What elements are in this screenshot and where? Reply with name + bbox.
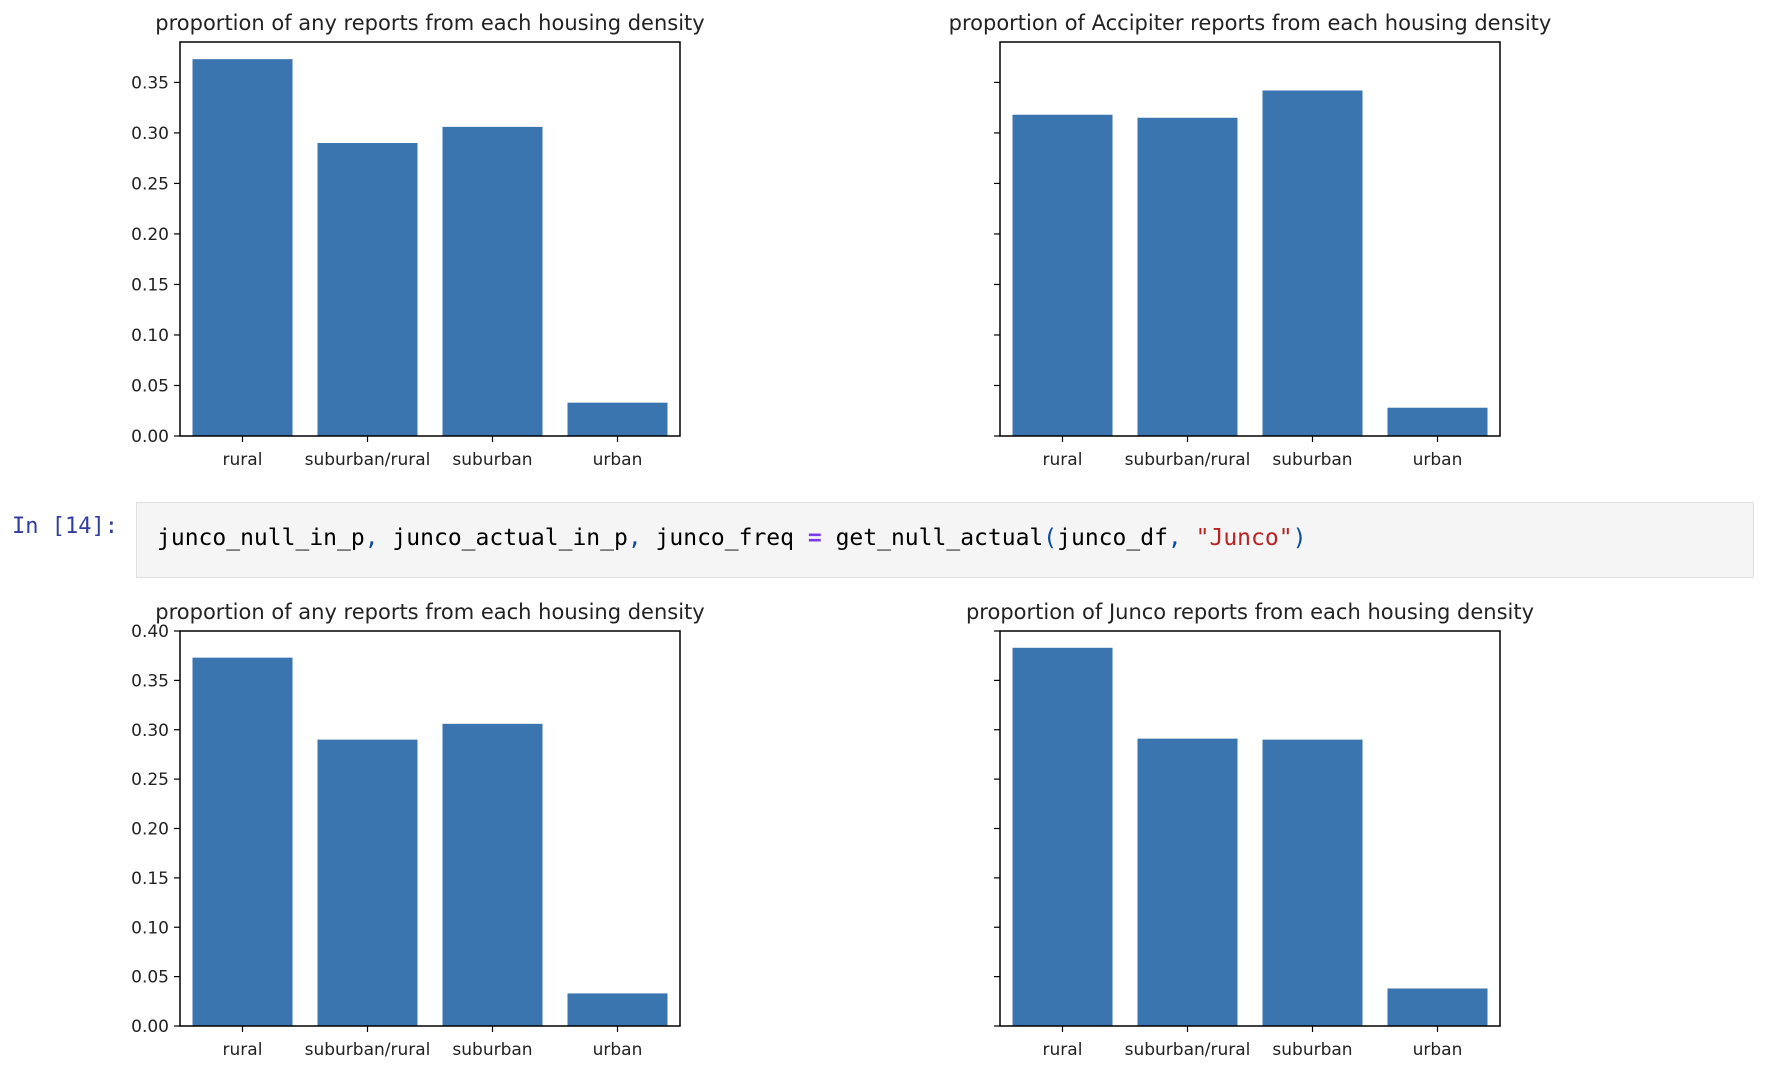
bar-chart-3: proportion of any reports from each hous… — [131, 600, 705, 1060]
x-tick-label: suburban — [452, 1040, 532, 1060]
output-plots-bottom: proportion of any reports from each hous… — [131, 600, 1534, 1060]
y-tick-label: 0.05 — [131, 968, 169, 988]
code-token: junco_actual_in_p — [378, 525, 628, 551]
code-token: , — [627, 525, 642, 551]
x-tick-label: suburban/rural — [305, 1040, 431, 1060]
y-tick-label: 0.25 — [131, 770, 169, 790]
bar-rural — [192, 59, 293, 437]
bar-rural — [192, 657, 293, 1026]
y-tick-label: 0.20 — [131, 225, 169, 245]
bar-suburban-rural — [1137, 738, 1238, 1026]
y-tick-label: 0.35 — [131, 73, 169, 93]
code-token: junco_freq — [641, 525, 808, 551]
x-tick-label: urban — [1413, 1040, 1463, 1060]
bar-suburban — [1262, 90, 1363, 436]
chart-title: proportion of Junco reports from each ho… — [966, 600, 1534, 624]
bar-suburban-rural — [317, 739, 418, 1026]
y-tick-label: 0.30 — [131, 721, 169, 741]
x-tick-label: suburban — [1272, 450, 1352, 470]
bar-suburban — [442, 723, 543, 1026]
code-line[interactable]: junco_null_in_p, junco_actual_in_p, junc… — [157, 525, 1306, 551]
x-tick-label: suburban — [1272, 1040, 1352, 1060]
bar-urban — [1387, 988, 1488, 1026]
y-tick-label: 0.10 — [131, 918, 169, 938]
chart-title: proportion of any reports from each hous… — [155, 600, 704, 624]
code-token: , — [1167, 525, 1182, 551]
bar-suburban — [442, 126, 543, 436]
code-token — [1182, 525, 1196, 551]
output-plots-top: proportion of any reports from each hous… — [131, 11, 1552, 470]
code-token: junco_null_in_p — [157, 525, 365, 551]
y-tick-label: 0.20 — [131, 820, 169, 840]
code-token: , — [364, 525, 379, 551]
y-tick-label: 0.15 — [131, 275, 169, 295]
x-tick-label: urban — [593, 450, 643, 470]
bar-rural — [1012, 114, 1113, 436]
code-editor[interactable]: junco_null_in_p, junco_actual_in_p, junc… — [136, 502, 1754, 578]
y-tick-label: 0.25 — [131, 174, 169, 194]
x-tick-label: suburban — [452, 450, 532, 470]
plot-frame — [179, 41, 681, 437]
bar-urban — [567, 993, 668, 1026]
code-token: get_null_actual — [821, 525, 1044, 551]
y-tick-label: 0.30 — [131, 124, 169, 144]
y-tick-label: 0.15 — [131, 869, 169, 889]
code-token: = — [807, 525, 822, 551]
bar-suburban-rural — [1137, 117, 1238, 437]
chart-title: proportion of Accipiter reports from eac… — [949, 11, 1552, 35]
y-tick-label: 0.05 — [131, 376, 169, 396]
cell-prompt: In [14]: — [12, 514, 118, 539]
bar-chart-1: proportion of any reports from each hous… — [131, 11, 705, 470]
x-tick-label: rural — [1043, 450, 1083, 470]
x-tick-label: rural — [1043, 1040, 1083, 1060]
x-tick-label: suburban/rural — [1125, 1040, 1251, 1060]
y-tick-label: 0.40 — [131, 622, 169, 642]
x-tick-label: suburban/rural — [1125, 450, 1251, 470]
x-tick-label: urban — [1413, 450, 1463, 470]
code-token: "Junco" — [1195, 525, 1293, 551]
plot-frame — [999, 41, 1501, 437]
bar-urban — [567, 402, 668, 436]
bar-urban — [1387, 407, 1488, 436]
code-cell[interactable]: In [14]: junco_null_in_p, junco_actual_i… — [0, 0, 1774, 578]
chart-title: proportion of any reports from each hous… — [155, 11, 704, 35]
y-tick-label: 0.00 — [131, 1017, 169, 1037]
y-tick-label: 0.00 — [131, 427, 169, 447]
code-token: junco_df — [1057, 525, 1168, 551]
y-tick-label: 0.10 — [131, 326, 169, 346]
x-tick-label: urban — [593, 1040, 643, 1060]
bar-chart-4: proportion of Junco reports from each ho… — [966, 600, 1534, 1060]
x-tick-label: rural — [223, 450, 263, 470]
bar-chart-2: proportion of Accipiter reports from eac… — [949, 11, 1552, 470]
x-tick-label: suburban/rural — [305, 450, 431, 470]
bar-suburban-rural — [317, 143, 418, 436]
code-token: ) — [1292, 525, 1307, 551]
x-tick-label: rural — [223, 1040, 263, 1060]
bar-rural — [1012, 647, 1113, 1026]
y-tick-label: 0.35 — [131, 671, 169, 691]
bar-suburban — [1262, 739, 1363, 1026]
code-token: ( — [1043, 525, 1058, 551]
